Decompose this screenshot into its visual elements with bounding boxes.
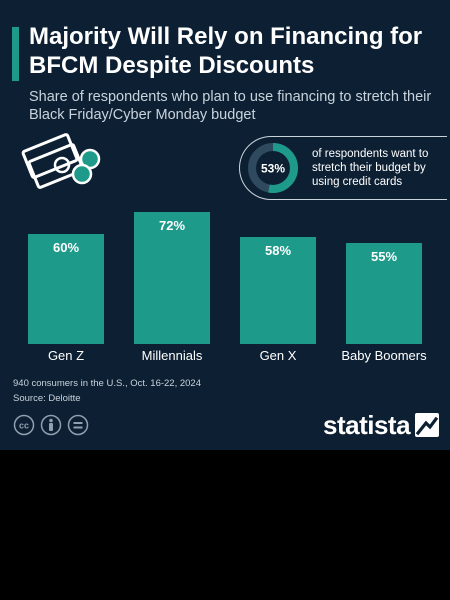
category-label: Gen Z xyxy=(47,348,85,363)
category-label: Baby Boomers xyxy=(341,348,427,363)
equals-icon[interactable] xyxy=(67,414,89,436)
chart-subtitle: Share of respondents who plan to use fin… xyxy=(29,89,432,123)
bar-baby-boomers xyxy=(346,242,422,344)
brand-name: statista xyxy=(323,410,411,440)
title-accent-bar xyxy=(12,27,19,81)
person-icon[interactable] xyxy=(40,414,62,436)
donut-value-arc xyxy=(248,143,298,193)
bar-gen-x xyxy=(240,237,316,344)
bar-value-label: 58% xyxy=(264,243,292,259)
bar-gen-z xyxy=(28,233,104,344)
license-icons: cc xyxy=(13,414,89,436)
category-label: Gen X xyxy=(259,348,297,363)
bar-value-label: 60% xyxy=(52,239,80,255)
money-icon xyxy=(21,133,101,189)
donut-value-label: 53% xyxy=(261,162,285,176)
sample-note: 940 consumers in the U.S., Oct. 16-22, 2… xyxy=(13,378,201,389)
source-note: Source: Deloitte xyxy=(13,393,81,404)
callout-box xyxy=(239,136,447,200)
callout-text: of respondents want to stretch their bud… xyxy=(312,148,429,188)
statista-logo-icon xyxy=(415,413,440,437)
infographic-card: Majority Will Rely on Financing for BFCM… xyxy=(0,0,450,450)
donut-chart: 53% xyxy=(248,143,298,193)
svg-text:cc: cc xyxy=(19,421,29,431)
bar-value-label: 55% xyxy=(370,248,398,264)
chart-title: Majority Will Rely on Financing for BFCM… xyxy=(29,23,423,79)
cc-icon[interactable]: cc xyxy=(13,414,35,436)
category-label: Millennials xyxy=(141,348,203,363)
statista-logo[interactable]: statista xyxy=(323,410,440,440)
bar-value-label: 72% xyxy=(158,217,186,233)
footnote: 940 consumers in the U.S., Oct. 16-22, 2… xyxy=(13,376,201,406)
bar-millennials xyxy=(134,211,210,344)
